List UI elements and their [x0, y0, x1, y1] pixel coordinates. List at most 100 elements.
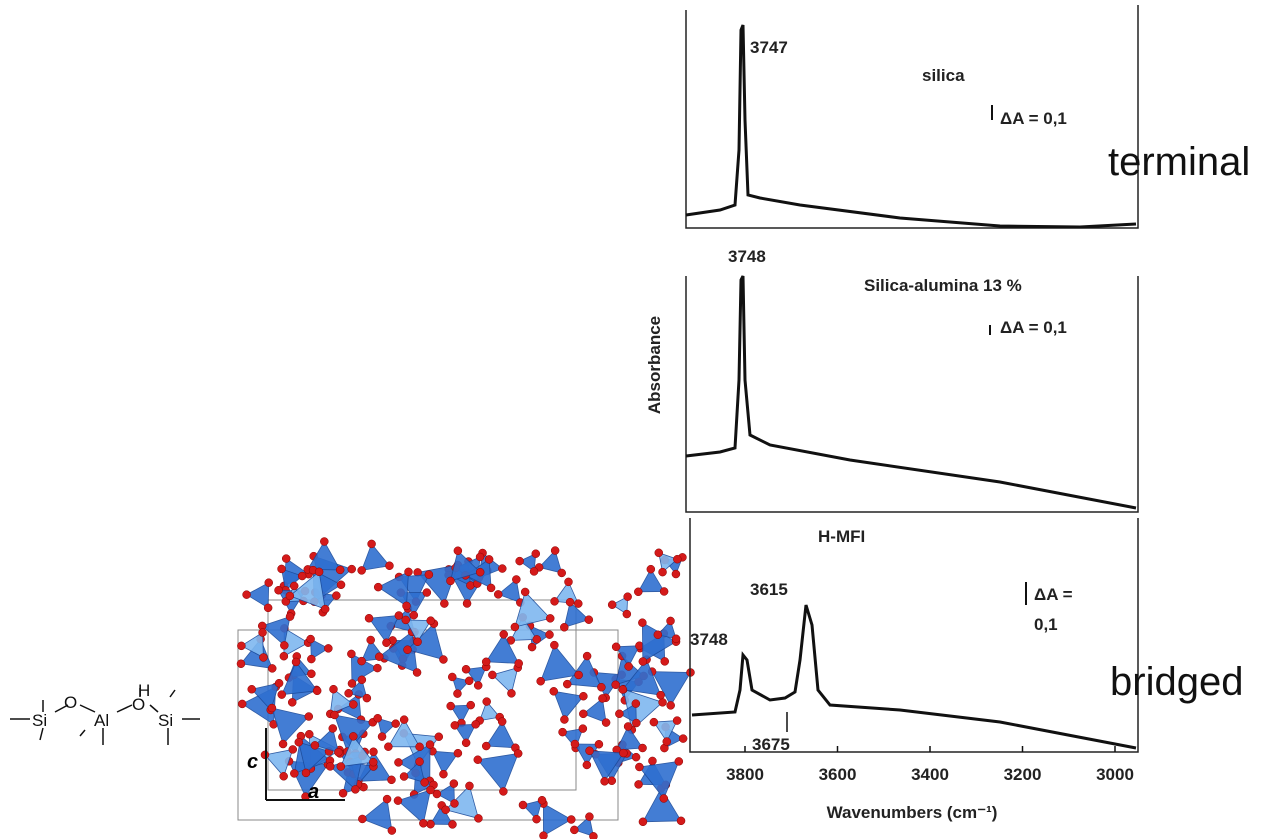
oxygen-atom	[395, 612, 403, 620]
oxygen-atom	[672, 635, 680, 643]
oxygen-atom	[647, 565, 655, 573]
oxygen-atom	[345, 689, 353, 697]
oxygen-atom	[400, 773, 408, 781]
atom: O	[64, 693, 77, 712]
oxygen-atom	[268, 704, 276, 712]
scale-label: ΔA = 0,1	[1000, 318, 1067, 337]
oxygen-atom	[673, 555, 681, 563]
oxygen-atom	[574, 600, 582, 608]
oxygen-atom	[416, 758, 424, 766]
oxygen-atom	[601, 777, 609, 785]
oxygen-atom	[585, 813, 593, 821]
oxygen-atom	[384, 743, 392, 751]
oxygen-atom	[624, 593, 632, 601]
oxygen-atom	[533, 635, 541, 643]
oxygen-atom	[320, 538, 328, 546]
oxygen-atom	[307, 670, 315, 678]
panel-title: silica	[922, 66, 965, 85]
oxygen-atom	[474, 814, 482, 822]
oxygen-atom	[307, 635, 315, 643]
tetrahedron	[265, 749, 293, 776]
oxygen-atom	[654, 631, 662, 639]
oxygen-atom	[423, 589, 431, 597]
oxygen-atom	[454, 547, 462, 555]
oxygen-atom	[374, 583, 382, 591]
panel-frames	[686, 5, 1138, 752]
oxygen-atom	[367, 636, 375, 644]
spectra	[686, 25, 1136, 748]
oxygen-atom	[259, 653, 267, 661]
oxygen-atom	[451, 721, 459, 729]
oxygen-atom	[619, 749, 627, 757]
atom: O	[132, 695, 145, 714]
oxygen-atom	[546, 631, 554, 639]
tetrahedron	[478, 753, 518, 791]
oxygen-atom	[298, 572, 306, 580]
oxygen-atom	[679, 735, 687, 743]
oxygen-atom	[567, 816, 575, 824]
oxygen-atom	[608, 777, 616, 785]
oxygen-atom	[595, 740, 603, 748]
oxygen-atom	[453, 690, 461, 698]
oxygen-atom	[488, 671, 496, 679]
oxygen-atom	[655, 549, 663, 557]
oxygen-atom	[280, 652, 288, 660]
oxygen-atom	[348, 565, 356, 573]
oxygen-atom	[612, 643, 620, 651]
oxygen-atom	[378, 733, 386, 741]
oxygen-atom	[290, 769, 298, 777]
peak-label: 3675	[752, 735, 790, 754]
oxygen-atom	[446, 577, 454, 585]
tetrahedron	[378, 572, 408, 606]
oxygen-atom	[421, 778, 429, 786]
oxygen-atom	[659, 568, 667, 576]
oxygen-atom	[261, 751, 269, 759]
oxygen-atom	[315, 568, 323, 576]
oxygen-atom	[585, 616, 593, 624]
atom: Si	[158, 711, 173, 730]
oxygen-atom	[498, 718, 506, 726]
oxygen-atom	[615, 710, 623, 718]
y-axis-label: Absorbance	[645, 316, 664, 414]
oxygen-atom	[454, 749, 462, 757]
oxygen-atom	[358, 657, 366, 665]
x-tick-label: 3000	[1096, 765, 1134, 784]
oxygen-atom	[563, 680, 571, 688]
oxygen-atom	[551, 547, 559, 555]
oxygen-atom	[474, 681, 482, 689]
oxygen-atom	[583, 761, 591, 769]
oxygen-atom	[278, 565, 286, 573]
tetrahedron	[515, 592, 550, 627]
oxygen-atom	[305, 713, 313, 721]
oxygen-atom	[369, 758, 377, 766]
oxygen-atom	[657, 691, 665, 699]
oxygen-atom	[402, 616, 410, 624]
tetrahedron	[492, 668, 517, 694]
x-tick-label: 3800	[726, 765, 764, 784]
oxygen-atom	[348, 680, 356, 688]
oxygen-atom	[571, 740, 579, 748]
oxygen-atom	[539, 832, 547, 839]
oxygen-atom	[532, 550, 540, 558]
oxygen-atom	[447, 702, 455, 710]
oxygen-atom	[476, 568, 484, 576]
oxygen-atom	[351, 785, 359, 793]
oxygen-atom	[558, 569, 566, 577]
oxygen-atom	[634, 588, 642, 596]
oxygen-atom	[392, 720, 400, 728]
oxygen-atom	[388, 827, 396, 835]
oxygen-atom	[623, 610, 631, 618]
panel-title: H-MFI	[818, 527, 865, 546]
oxygen-atom	[387, 776, 395, 784]
oxygen-atom	[275, 679, 283, 687]
scale-label: ΔA =	[1034, 585, 1073, 604]
oxygen-atom	[619, 685, 627, 693]
oxygen-atom	[511, 623, 519, 631]
oxygen-atom	[550, 641, 558, 649]
oxygen-atom	[677, 817, 685, 825]
oxygen-atom	[661, 657, 669, 665]
x-tick-label: 3200	[1004, 765, 1042, 784]
oxygen-atom	[382, 639, 390, 647]
oxygen-atom	[638, 619, 646, 627]
oxygen-atom	[375, 653, 383, 661]
